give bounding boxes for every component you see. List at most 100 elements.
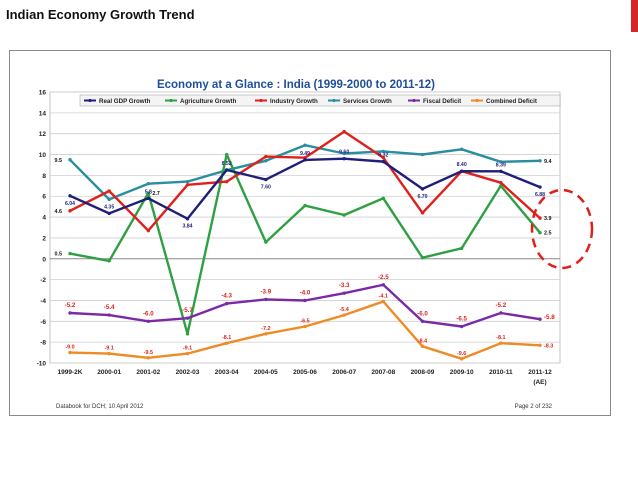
point-fiscal <box>68 311 72 315</box>
point-industry <box>342 129 346 134</box>
legend-box <box>79 94 561 107</box>
point-real_gdp <box>499 169 503 174</box>
point-industry <box>224 179 229 184</box>
point-real_gdp <box>107 211 111 216</box>
data-label: 6.04 <box>65 201 75 207</box>
x-tick-label: 2009-10 <box>450 369 474 376</box>
data-label: 6.88 <box>535 192 545 198</box>
legend-swatch-marker <box>169 98 173 103</box>
point-agriculture <box>303 203 307 208</box>
point-services <box>342 151 346 156</box>
legend-swatch-marker <box>412 98 416 103</box>
data-label: 0.5 <box>55 252 63 258</box>
point-services <box>264 159 268 163</box>
point-real_gdp <box>146 196 151 201</box>
legend-label: Real GDP Growth <box>99 98 151 105</box>
point-industry <box>185 183 190 187</box>
point-combined <box>68 350 72 355</box>
point-fiscal <box>499 311 503 315</box>
point-industry <box>538 216 542 220</box>
data-label: 8.52 <box>222 161 232 167</box>
data-label: 7.60 <box>261 185 271 191</box>
point-fiscal <box>459 324 464 329</box>
point-agriculture <box>224 152 229 157</box>
data-label: 5.8 <box>145 189 152 195</box>
legend-label: Fiscal Deficit <box>423 98 461 105</box>
y-tick-label: 0 <box>42 256 46 263</box>
data-label: 8.40 <box>457 162 467 168</box>
accent-bar <box>631 0 638 32</box>
data-label: 3.9 <box>544 216 552 222</box>
point-combined <box>264 332 268 336</box>
point-industry <box>264 154 268 159</box>
data-label: -8.3 <box>544 343 553 349</box>
data-label: 9.32 <box>378 153 388 159</box>
point-real_gdp <box>538 185 542 189</box>
legend: Real GDP Growth Agriculture Growth Industr… <box>79 94 561 107</box>
point-agriculture <box>185 332 190 336</box>
legend-swatch-marker <box>475 98 479 103</box>
point-industry <box>381 155 386 160</box>
y-tick-label: -10 <box>37 361 47 368</box>
y-tick-label: 6 <box>42 194 46 201</box>
point-agriculture <box>538 231 542 235</box>
x-tick-label: 2007-08 <box>371 369 395 376</box>
point-fiscal <box>107 313 111 317</box>
data-label: -9.6 <box>457 351 466 357</box>
point-industry <box>146 228 151 233</box>
point-combined <box>420 344 425 349</box>
point-agriculture <box>459 246 464 251</box>
data-label: -5.4 <box>340 307 349 313</box>
data-label: 9.49 <box>300 151 310 157</box>
point-fiscal <box>224 301 229 306</box>
y-tick-label: -4 <box>40 298 46 305</box>
point-real_gdp <box>420 187 425 191</box>
x-tick-label: 2003-04 <box>215 369 239 376</box>
x-tick-label: 2010-11 <box>489 369 513 376</box>
highlight-circle <box>530 188 594 270</box>
data-label: -9.1 <box>105 346 114 352</box>
data-label: 8.39 <box>496 162 506 168</box>
point-services <box>499 160 503 164</box>
legend-swatch-marker <box>88 98 92 103</box>
data-label: 3.84 <box>182 224 192 230</box>
point-services <box>146 182 151 186</box>
point-services <box>303 143 307 147</box>
data-label: 6.70 <box>417 194 427 200</box>
point-industry <box>68 209 72 213</box>
data-label: -5.2 <box>495 302 506 309</box>
point-fiscal <box>185 316 190 320</box>
point-real_gdp <box>381 159 386 164</box>
chart-frame: Economy at a Glance : India (1999-2000 t… <box>9 50 611 416</box>
data-label: -5.7 <box>182 307 193 314</box>
data-label: -7.2 <box>261 326 270 332</box>
point-combined <box>342 313 346 317</box>
data-label: -3.3 <box>339 282 350 289</box>
y-tick-label: -8 <box>40 340 46 347</box>
point-agriculture <box>146 191 151 195</box>
point-real_gdp <box>303 158 307 162</box>
data-label: -3.9 <box>260 288 271 295</box>
x-tick-label: 1999-2K <box>58 369 83 376</box>
point-fiscal <box>538 317 542 321</box>
x-tick-label: 2008-09 <box>411 369 435 376</box>
point-combined <box>499 341 503 345</box>
y-axis: 16 14 12 10 8 6 4 2 0 -2 -4 -6 -8 -10 <box>37 90 47 368</box>
y-tick-label: -2 <box>40 277 46 284</box>
point-fiscal <box>420 319 425 324</box>
y-tick-label: 12 <box>39 131 47 138</box>
point-real_gdp <box>264 177 268 182</box>
point-real_gdp <box>185 217 190 221</box>
point-combined <box>538 343 542 347</box>
point-services <box>107 197 111 202</box>
point-fiscal <box>264 297 268 302</box>
data-label: -8.4 <box>418 338 427 344</box>
point-services <box>185 179 190 184</box>
data-label: 2.5 <box>544 231 552 237</box>
data-label: 9.4 <box>544 159 552 165</box>
data-label: -6.5 <box>456 316 467 323</box>
point-fiscal <box>381 283 386 287</box>
y-tick-label: 16 <box>39 90 47 97</box>
point-agriculture <box>381 196 386 201</box>
point-agriculture <box>342 213 346 217</box>
